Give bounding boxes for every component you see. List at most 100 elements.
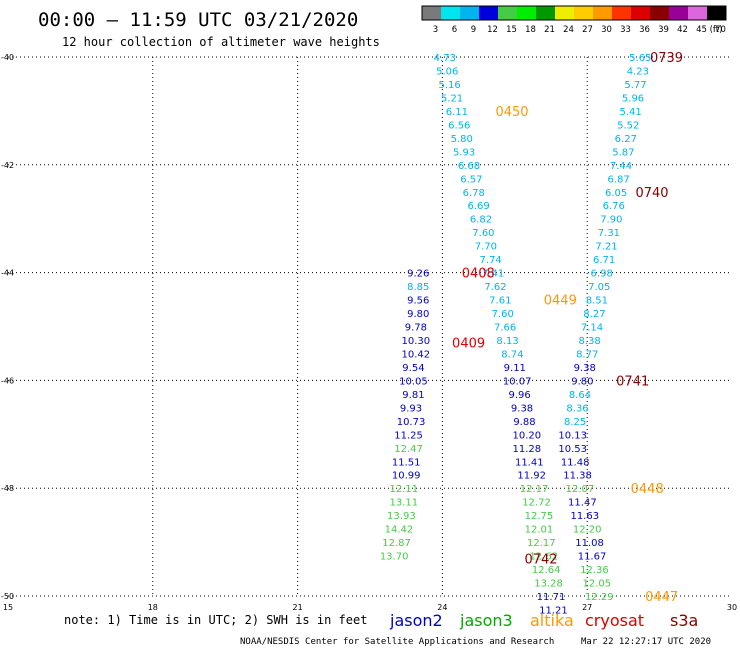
pass-time-label: 0450 [495,105,528,120]
y-tick-label: -44 [1,269,14,278]
data-label: 7.70 [475,242,497,253]
colorbar-swatch [612,6,631,20]
data-label: 6.05 [605,188,627,199]
data-label: 5.21 [441,93,463,104]
x-tick-label: 27 [582,603,592,612]
pass-time-label: 0448 [631,482,664,497]
data-label: 9.80 [407,309,429,320]
data-label: 8.36 [566,403,588,414]
pass-time-labels: 0739 0450 0740 0408 0449 0409 0741 0448 0742 0447 [452,51,683,605]
x-tick-label: 30 [727,603,737,612]
data-label: 12.29 [585,592,614,603]
data-label: 12.36 [580,565,609,576]
data-label: 6.27 [615,134,637,145]
satellite-legend: jason2 jason3 altika cryosat s3a [389,611,698,630]
data-label: 6.98 [591,269,613,280]
data-label: 10.05 [399,376,428,387]
data-label: 11.67 [578,552,607,563]
data-label: 6.71 [593,255,615,266]
data-label: 5.41 [620,107,642,118]
colorbar-swatch [517,6,536,20]
data-label: 5.52 [617,120,639,131]
data-label: 7.60 [492,309,514,320]
data-label: 9.56 [407,296,429,307]
data-label: 7.05 [588,282,610,293]
colorbar-label: 30 [601,25,612,35]
data-label: 13.93 [387,511,416,522]
data-label: 11.48 [561,457,590,468]
colorbar-unit: (ft) [710,25,723,35]
colorbar-label: 70 [715,25,726,35]
data-label: 7.66 [494,323,516,334]
colorbar-swatch [650,6,669,20]
pass-time-label: 0408 [462,267,495,282]
colorbar-swatch [574,6,593,20]
colorbar-swatch [631,6,650,20]
data-label: 12.47 [394,444,423,455]
colorbar-swatch [669,6,688,20]
colorbar-swatch [479,6,498,20]
colorbar-label: 18 [525,25,536,35]
data-label: 11.38 [563,471,592,482]
data-label: 8.64 [569,390,591,401]
data-label: 12.11 [389,484,418,495]
colorbar-swatch [688,6,707,20]
data-label: 12.01 [525,525,554,536]
footer-note: note: 1) Time is in UTC; 2) SWH is in fe… [64,613,367,627]
data-label: 12.87 [382,538,411,549]
colorbar-label: 12 [487,25,498,35]
data-label: 9.81 [402,390,424,401]
data-label: 5.06 [436,66,458,77]
x-tick-label: 15 [3,603,13,612]
colorbar-swatch [707,6,726,20]
data-label: 7.74 [480,255,502,266]
x-tick-label: 21 [293,603,303,612]
colorbar-swatch [536,6,555,20]
data-label: 6.87 [607,174,629,185]
data-label: 5.16 [439,80,461,91]
colorbar-swatch [460,6,479,20]
data-label: 5.87 [612,147,634,158]
data-label: 11.47 [568,498,597,509]
data-label: 6.56 [448,120,470,131]
data-label: 8.74 [501,349,523,360]
data-label: 7.62 [484,282,506,293]
legend-entry: jason2 [389,611,443,630]
data-label: 9.26 [407,269,429,280]
data-label: 9.88 [513,417,535,428]
data-label: 5.77 [624,80,646,91]
data-label: 11.41 [515,457,544,468]
data-label: 9.78 [405,323,427,334]
data-label: 11.28 [513,444,542,455]
chart-axes: 15 18 21 24 27 30 -40 -42 -44 -46 -48 -50 [1,53,737,612]
colorbar-label: 42 [677,25,688,35]
data-label: 11.08 [575,538,604,549]
data-label: 10.53 [558,444,587,455]
data-label: 12.17 [520,484,549,495]
data-label: 10.42 [402,349,431,360]
data-label: 12.75 [525,511,554,522]
y-tick-label: -50 [1,592,14,601]
data-label: 14.42 [385,525,414,536]
data-label: 5.96 [622,93,644,104]
data-label: 8.13 [496,336,518,347]
colorbar-label: 9 [471,25,476,35]
data-label: 13.70 [380,552,409,563]
pass-time-label: 0409 [452,337,485,352]
pass-time-label: 0447 [645,590,678,605]
colorbar-label: 3 [433,25,438,35]
colorbar-label: 33 [620,25,631,35]
y-tick-label: -42 [1,161,14,170]
data-label: 10.07 [503,376,532,387]
data-label: 12.62 [529,552,558,563]
data-label: 11.51 [392,457,421,468]
data-label: 10.73 [397,417,426,428]
chart-grid [8,56,732,597]
data-label: 6.69 [467,201,489,212]
colorbar-swatch [498,6,517,20]
chart-title: 00:00 – 11:59 UTC 03/21/2020 [38,9,358,31]
colorbar-label: 24 [563,25,574,35]
legend-entry: jason3 [459,611,513,630]
colorbar-swatch [555,6,574,20]
pass-time-label: 0741 [616,374,649,389]
